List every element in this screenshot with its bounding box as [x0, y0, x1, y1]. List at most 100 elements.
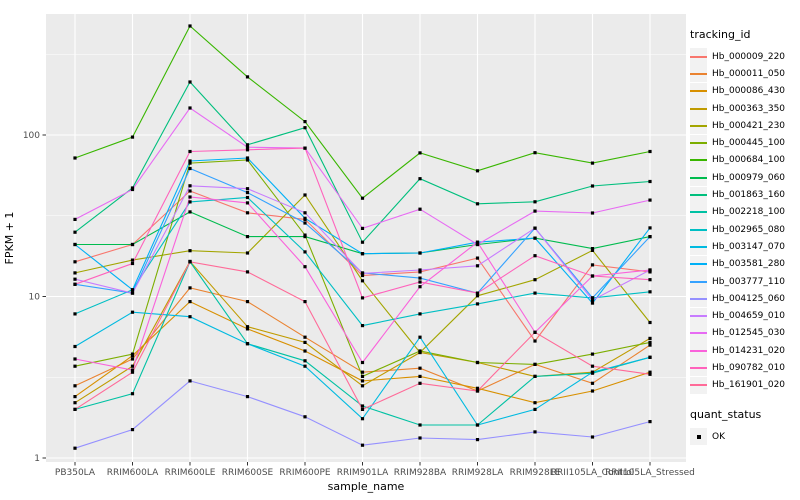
- legend-line-icon: [690, 315, 707, 318]
- legend-item-label: Hb_004125_060: [712, 293, 786, 304]
- data-point: [533, 254, 537, 258]
- data-point: [475, 360, 480, 365]
- data-point: [360, 296, 365, 300]
- x-tick-label: RRIM600PE: [279, 468, 331, 478]
- data-point: [245, 201, 250, 205]
- black-square-point-icon: [696, 434, 701, 439]
- data-point: [188, 249, 192, 253]
- y-tick-label: 100: [23, 131, 40, 141]
- data-point: [475, 242, 480, 247]
- data-point: [590, 274, 595, 278]
- data-point: [533, 291, 537, 295]
- data-point: [245, 251, 250, 255]
- legend: tracking_id Hb_000009_220 Hb_000011_050 Hb…: [690, 28, 798, 446]
- data-point: [533, 407, 537, 411]
- data-point: [130, 392, 135, 396]
- data-point: [188, 166, 192, 171]
- data-point: [130, 187, 135, 192]
- data-point: [130, 291, 135, 295]
- data-point: [130, 370, 135, 374]
- legend-line-icon: [690, 90, 707, 93]
- legend-item: Hb_014231_020: [690, 342, 798, 360]
- data-point: [360, 273, 365, 278]
- data-point: [130, 261, 135, 266]
- x-tick-label: RRIM928LA: [452, 468, 504, 478]
- legend-key-swatch: [690, 255, 707, 273]
- data-point: [648, 268, 652, 272]
- data-point: [245, 342, 250, 346]
- data-point: [648, 420, 652, 424]
- data-point: [648, 370, 652, 374]
- x-tick-label: RRIM600LE: [165, 468, 216, 478]
- legend-item: Hb_000445_100: [690, 134, 798, 152]
- data-point: [303, 364, 307, 368]
- data-point: [188, 106, 192, 110]
- data-point: [188, 260, 192, 264]
- data-point: [533, 401, 537, 405]
- data-point: [303, 415, 307, 419]
- data-point: [245, 156, 250, 160]
- data-point: [245, 145, 250, 149]
- data-point: [73, 242, 77, 247]
- legend-item-label: Hb_161901_020: [712, 380, 786, 391]
- x-tick-label: RRIM600SE: [222, 468, 274, 478]
- data-point: [533, 430, 537, 434]
- data-point: [360, 404, 365, 408]
- data-point: [533, 226, 537, 230]
- y-tick-label: 10: [29, 293, 41, 303]
- data-point: [303, 216, 307, 220]
- legend-key-swatch: [690, 307, 707, 325]
- data-point: [648, 355, 652, 359]
- data-point: [245, 195, 250, 200]
- data-point: [303, 146, 307, 150]
- data-point: [475, 423, 480, 427]
- data-point: [245, 395, 250, 399]
- legend-item-label: Hb_004659_010: [712, 311, 786, 322]
- data-point: [475, 240, 480, 244]
- data-point: [303, 221, 307, 225]
- legend-key-swatch: [690, 48, 707, 66]
- data-point: [130, 258, 135, 262]
- legend-item: Hb_002965_080: [690, 221, 798, 239]
- data-point: [475, 291, 480, 295]
- legend-item-label: Hb_000421_230: [712, 120, 786, 131]
- legend-item-label: Hb_000009_220: [712, 51, 786, 62]
- data-point: [130, 364, 135, 368]
- legend-title-tracking-id: tracking_id: [690, 28, 751, 41]
- y-tick-label: 1: [34, 454, 40, 464]
- legend-key-swatch: [690, 117, 707, 135]
- data-point: [360, 196, 365, 200]
- data-point: [418, 251, 422, 255]
- legend-item: Hb_000086_430: [690, 82, 798, 100]
- legend-line-icon: [690, 263, 707, 266]
- data-point: [475, 389, 480, 393]
- legend-key-swatch: [690, 290, 707, 308]
- legend-item: Hb_161901_020: [690, 376, 798, 394]
- data-point: [590, 352, 595, 356]
- data-point: [418, 381, 422, 385]
- data-point: [590, 247, 595, 251]
- quant-key-swatch: [690, 428, 707, 446]
- data-point: [73, 357, 77, 361]
- data-point: [303, 235, 307, 239]
- data-point: [188, 286, 192, 290]
- data-point: [360, 374, 365, 378]
- legend-key-swatch: [690, 221, 707, 239]
- data-point: [590, 248, 595, 252]
- data-point: [418, 423, 422, 427]
- data-point: [188, 149, 192, 154]
- legend-item: Hb_000684_100: [690, 151, 798, 169]
- data-point: [73, 395, 77, 399]
- data-point: [73, 260, 77, 264]
- data-point: [418, 207, 422, 211]
- data-point: [73, 344, 77, 349]
- data-point: [73, 407, 77, 411]
- x-tick-label: RRII105LA_Control: [551, 468, 634, 478]
- data-point: [303, 300, 307, 304]
- quant-status-block: quant_status OK: [690, 407, 798, 446]
- legend-item-label: Hb_000445_100: [712, 138, 786, 149]
- data-point: [188, 200, 192, 204]
- legend-title-quant-status: quant_status: [690, 407, 762, 421]
